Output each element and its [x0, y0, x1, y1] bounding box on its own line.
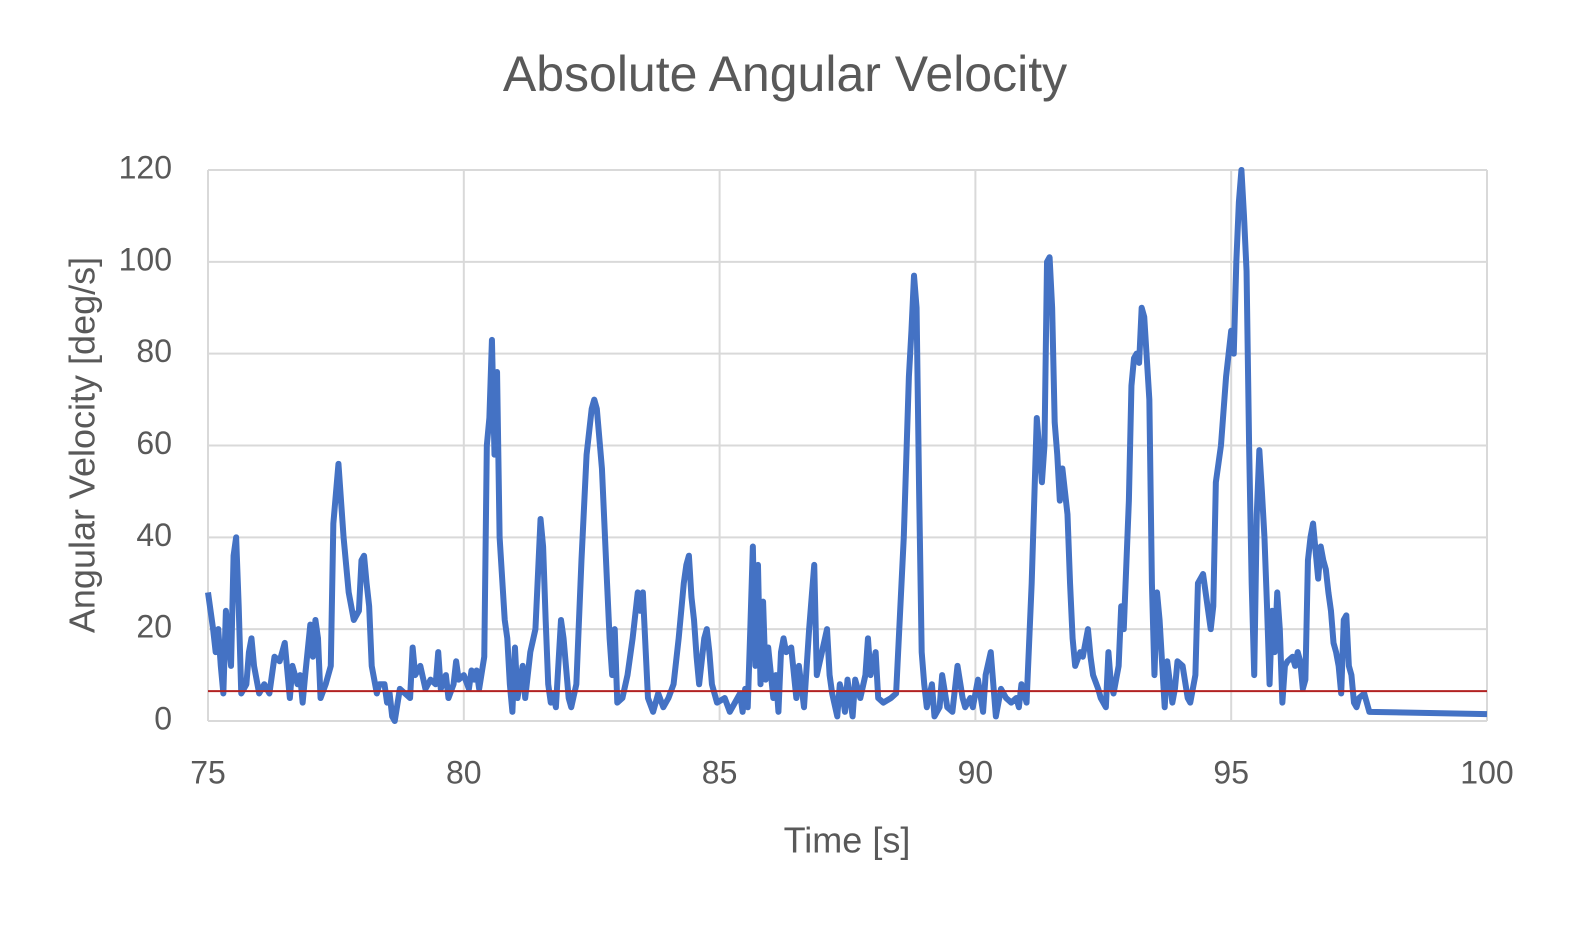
x-axis-title: Time [s] — [784, 820, 911, 861]
y-axis-title: Angular Velocity [deg/s] — [62, 257, 103, 633]
x-tick-label: 100 — [1460, 754, 1513, 790]
data-line — [205, 167, 1488, 724]
x-tick-label: 75 — [190, 754, 226, 790]
x-tick-label: 95 — [1213, 754, 1249, 790]
y-tick-label: 120 — [119, 149, 172, 185]
y-tick-label: 0 — [154, 700, 172, 736]
y-tick-label: 60 — [136, 425, 172, 461]
y-tick-label: 20 — [136, 609, 172, 645]
x-tick-label: 90 — [958, 754, 994, 790]
chart-title: Absolute Angular Velocity — [503, 46, 1067, 102]
y-tick-label: 100 — [119, 241, 172, 277]
y-tick-label: 80 — [136, 333, 172, 369]
y-tick-label: 40 — [136, 517, 172, 553]
x-tick-label: 85 — [702, 754, 738, 790]
x-tick-label: 80 — [446, 754, 482, 790]
